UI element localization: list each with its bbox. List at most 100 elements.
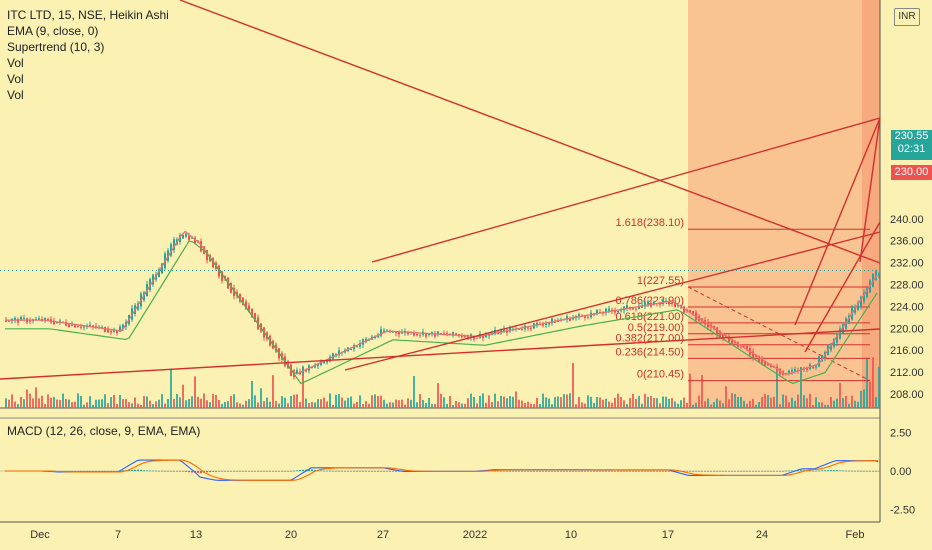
volume-bar xyxy=(845,395,847,408)
candle-body xyxy=(431,331,433,335)
candle-body xyxy=(521,329,523,331)
candle-body xyxy=(104,326,106,332)
macd-histogram-bar xyxy=(185,471,187,472)
candle-body xyxy=(635,308,637,310)
macd-histogram-bar xyxy=(392,471,394,472)
volume-bar xyxy=(803,395,805,408)
candle-body xyxy=(530,327,532,329)
macd-histogram-bar xyxy=(110,471,112,472)
volume-bar xyxy=(341,397,343,408)
volume-bar xyxy=(419,394,421,408)
macd-histogram-bar xyxy=(383,470,385,472)
macd-histogram-bar xyxy=(398,471,400,472)
volume-bar xyxy=(194,376,196,408)
time-tick-label: 20 xyxy=(285,529,297,541)
candle-body xyxy=(683,306,685,313)
candle-body xyxy=(758,355,760,362)
legend-vol-1[interactable]: Vol xyxy=(7,56,24,70)
candle-body xyxy=(839,328,841,339)
macd-histogram-bar xyxy=(587,471,589,472)
volume-bar xyxy=(671,398,673,408)
legend-vol-3[interactable]: Vol xyxy=(7,88,24,102)
candle-body xyxy=(74,324,76,328)
volume-bar xyxy=(110,397,112,408)
macd-histogram-bar xyxy=(611,471,613,472)
volume-bar xyxy=(50,397,52,408)
volume-bar xyxy=(422,400,424,408)
candle-body xyxy=(107,329,109,333)
macd-histogram-bar xyxy=(569,470,571,472)
legend-supertrend[interactable]: Supertrend (10, 3) xyxy=(7,40,105,54)
candle-body xyxy=(62,321,64,323)
candle-body xyxy=(620,309,622,312)
macd-signal-line xyxy=(5,459,878,481)
macd-histogram-bar xyxy=(299,470,301,471)
volume-bar xyxy=(866,358,868,408)
macd-histogram-bar xyxy=(134,469,136,471)
volume-bar xyxy=(230,396,232,408)
candle-body xyxy=(653,301,655,305)
volume-bar xyxy=(758,402,760,408)
volume-bar xyxy=(347,397,349,408)
fib-zone-edge xyxy=(862,0,880,408)
macd-histogram-bar xyxy=(839,470,841,471)
macd-histogram-bar xyxy=(584,471,586,472)
candle-body xyxy=(875,270,877,281)
legend-macd[interactable]: MACD (12, 26, close, 9, EMA, EMA) xyxy=(7,424,201,438)
candle-body xyxy=(350,349,352,351)
time-tick-label: 7 xyxy=(115,529,121,541)
macd-histogram-bar xyxy=(197,471,199,473)
macd-histogram-bar xyxy=(557,470,559,472)
candle-body xyxy=(383,330,385,333)
fib-diagonal xyxy=(687,286,871,382)
volume-bar xyxy=(713,402,715,408)
macd-histogram-bar xyxy=(572,471,574,472)
candle-body xyxy=(767,363,769,366)
volume-bar xyxy=(536,397,538,408)
volume-bar xyxy=(785,395,787,408)
macd-histogram-bar xyxy=(704,471,706,472)
macd-histogram-bar xyxy=(200,471,202,474)
macd-histogram-bar xyxy=(242,471,244,472)
volume-bar xyxy=(338,394,340,408)
volume-bar xyxy=(863,389,865,408)
candle-body xyxy=(863,292,865,302)
macd-histogram-bar xyxy=(857,470,859,472)
volume-bar xyxy=(107,403,109,408)
macd-histogram-bar xyxy=(851,470,853,472)
volume-bar xyxy=(11,394,13,408)
volume-bar xyxy=(860,390,862,408)
volume-bar xyxy=(311,402,313,408)
volume-bar xyxy=(404,404,406,408)
macd-histogram-bar xyxy=(659,471,661,472)
legend-title[interactable]: ITC LTD, 15, NSE, Heikin Ashi xyxy=(7,8,169,22)
candle-body xyxy=(413,332,415,336)
volume-bar xyxy=(260,388,262,408)
volume-bar xyxy=(332,404,334,408)
legend-ema[interactable]: EMA (9, close, 0) xyxy=(7,24,99,38)
macd-histogram-bar xyxy=(80,471,82,472)
volume-bar xyxy=(695,402,697,408)
macd-histogram-bar xyxy=(224,471,226,472)
macd-histogram-bar xyxy=(296,470,298,471)
candle-body xyxy=(638,306,640,309)
volume-bar xyxy=(356,401,358,408)
volume-bar xyxy=(35,387,37,408)
candle-body xyxy=(509,327,511,332)
volume-bar xyxy=(446,403,448,408)
macd-histogram-bar xyxy=(821,470,823,471)
macd-histogram-bar xyxy=(293,470,295,472)
macd-histogram-bar xyxy=(692,471,694,472)
macd-histogram-bar xyxy=(551,470,553,472)
macd-histogram-bar xyxy=(500,470,502,472)
macd-histogram-bar xyxy=(350,470,352,472)
currency-badge[interactable]: INR xyxy=(894,8,920,26)
volume-bar xyxy=(704,401,706,408)
legend-vol-2[interactable]: Vol xyxy=(7,72,24,86)
volume-bar xyxy=(506,398,508,408)
candle-body xyxy=(812,366,814,369)
macd-histogram-bar xyxy=(389,471,391,472)
macd-histogram-bar xyxy=(575,471,577,472)
volume-bar xyxy=(326,401,328,408)
